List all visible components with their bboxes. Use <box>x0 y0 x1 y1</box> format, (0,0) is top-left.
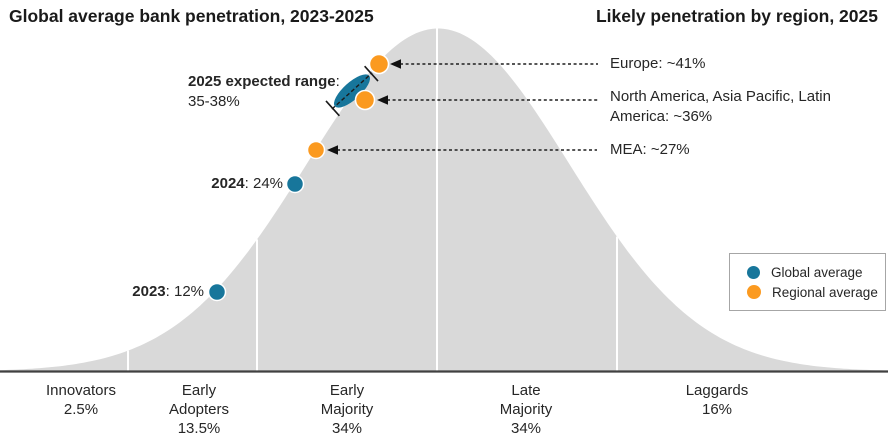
bell-curve <box>0 28 888 372</box>
segment-label-early-adopters: Early Adopters 13.5% <box>124 381 274 438</box>
label-2025-range-title: 2025 expected range <box>188 73 336 90</box>
global-average-dot-icon <box>747 265 760 279</box>
regional-dot-mea <box>306 140 326 160</box>
range-2025-lower-tick <box>325 100 340 117</box>
range-2025-dashed-axis <box>331 72 373 110</box>
label-region-europe: Europe: ~41% <box>610 55 706 72</box>
segment-label-late-majority: Late Majority 34% <box>451 381 601 438</box>
label-region-na-apac-latam: North America, Asia Pacific, Latin Ameri… <box>610 88 831 125</box>
label-region-mea: MEA: ~27% <box>610 141 690 158</box>
segment-label-line: 2.5% <box>63 401 99 418</box>
arrowhead-mea <box>327 145 338 155</box>
legend-item-regional: Regional average <box>747 285 885 300</box>
label-2025-range-colon: : <box>335 73 340 90</box>
chart-title-right: Likely penetration by region, 2025 <box>595 6 878 26</box>
segment-label-line: Adopters <box>168 401 230 418</box>
segment-label-line: Late <box>511 382 541 399</box>
regional-dot-na-apac-latam <box>354 89 376 111</box>
segment-label-line: Majority <box>499 401 553 418</box>
segment-label-line: 34% <box>331 420 363 437</box>
segment-label-early-majority: Early Majority 34% <box>272 381 422 438</box>
regional-dot-europe <box>368 53 390 75</box>
legend-label-regional: Regional average <box>772 284 878 300</box>
arrowhead-na-apac-latam <box>377 95 388 105</box>
chart-title-left: Global average bank penetration, 2023-20… <box>9 6 374 26</box>
label-2024-value: : 24% <box>244 175 283 192</box>
label-2023-value: : 12% <box>165 283 204 300</box>
segment-label-line: Early <box>181 382 217 399</box>
segment-label-line: Laggards <box>685 382 749 399</box>
label-2025-range: 2025 expected range: 35-38% <box>188 72 340 112</box>
segment-label-line: 13.5% <box>177 420 221 437</box>
label-2024-year: 2024 <box>211 175 245 192</box>
range-2025-marker <box>325 65 379 117</box>
range-2025-upper-tick <box>364 65 379 82</box>
legend-label-global: Global average <box>771 264 863 280</box>
global-dot-2023 <box>207 282 227 302</box>
segment-label-laggards: Laggards 16% <box>642 381 792 419</box>
regional-average-dot-icon <box>747 285 761 299</box>
legend-box: Global average Regional average <box>729 253 886 311</box>
segment-label-line: Majority <box>320 401 374 418</box>
arrowhead-europe <box>390 59 401 69</box>
segment-label-line: 16% <box>701 401 733 418</box>
label-2025-range-value: 35-38% <box>188 93 240 110</box>
legend-item-global: Global average <box>747 265 885 280</box>
segment-label-line: Innovators <box>45 382 117 399</box>
global-dot-2024 <box>285 174 305 194</box>
label-2023: 2023: 12% <box>80 282 204 302</box>
label-2023-year: 2023 <box>132 283 166 300</box>
segment-label-innovators: Innovators 2.5% <box>6 381 156 419</box>
label-2024: 2024: 24% <box>150 174 283 194</box>
segment-label-line: Early <box>329 382 365 399</box>
segment-label-line: 34% <box>510 420 542 437</box>
